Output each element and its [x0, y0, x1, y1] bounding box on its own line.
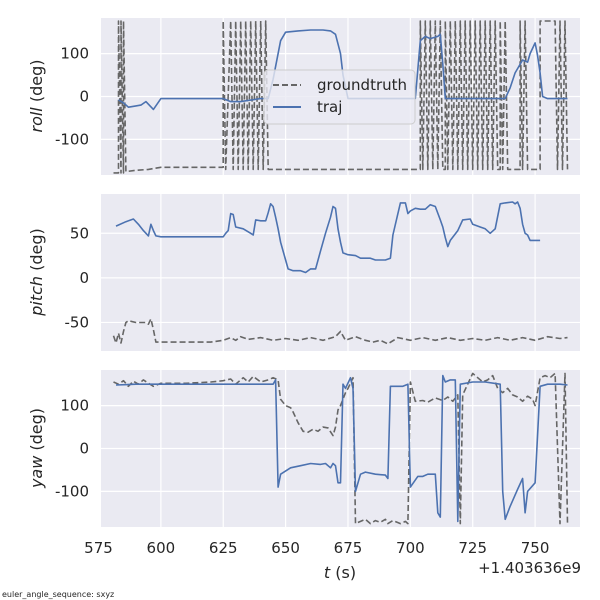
roll-y-ticks: -100 0 100: [55, 45, 89, 149]
yaw-subplot: -100 0 100 575 600 625 650 675 700 725 750 yaw (d…: [27, 370, 581, 582]
yaw-y-ticks: -100 0 100: [55, 397, 89, 501]
roll-y-axis-label: roll (deg): [27, 60, 46, 133]
pitch-y-tick-label: -50: [65, 313, 90, 331]
x-axis-label: t (s): [324, 563, 356, 582]
legend: groundtruth traj: [263, 69, 416, 125]
pitch-y-tick-label: 0: [79, 269, 89, 287]
yaw-y-tick-label: 0: [79, 440, 89, 458]
pitch-groundtruth-line: [112, 318, 568, 345]
legend-traj-label: traj: [317, 98, 342, 116]
x-tick-label: 700: [396, 539, 425, 557]
pitch-y-tick-label: 50: [70, 224, 89, 242]
pitch-traj-line: [115, 201, 541, 274]
pitch-gridlines: [101, 194, 580, 351]
x-tick-label: 650: [271, 539, 300, 557]
pitch-plot-background: [101, 194, 580, 351]
x-tick-label: 750: [521, 539, 550, 557]
x-tick-label: 675: [334, 539, 363, 557]
roll-subplot: -100 0 100 roll (deg) groundtruth traj: [27, 18, 580, 175]
x-axis-offset-text: +1.403636e9: [478, 559, 581, 577]
roll-y-tick-label: -100: [55, 130, 89, 148]
pitch-y-ticks: -50 0 50: [65, 224, 90, 331]
yaw-series: [113, 372, 569, 525]
pitch-y-axis-label: pitch (deg): [27, 228, 46, 317]
x-tick-label: 600: [147, 539, 176, 557]
footer-note: euler_angle_sequence: sxyz: [2, 590, 114, 599]
pitch-series: [112, 201, 568, 345]
yaw-y-tick-label: 100: [60, 397, 89, 415]
legend-groundtruth-label: groundtruth: [317, 76, 407, 94]
x-tick-label: 625: [209, 539, 238, 557]
legend-box: [263, 69, 416, 125]
roll-groundtruth-line: [113, 20, 569, 174]
yaw-y-axis-label: yaw (deg): [27, 408, 46, 489]
roll-y-tick-label: 100: [60, 45, 89, 63]
pitch-subplot: -50 0 50 pitch (deg): [27, 194, 580, 351]
roll-y-tick-label: 0: [79, 88, 89, 106]
yaw-traj-line: [115, 374, 568, 523]
x-tick-label: 725: [458, 539, 487, 557]
x-tick-label: 575: [84, 539, 113, 557]
x-axis-ticks: 575 600 625 650 675 700 725 750: [84, 539, 549, 557]
yaw-y-tick-label: -100: [55, 482, 89, 500]
